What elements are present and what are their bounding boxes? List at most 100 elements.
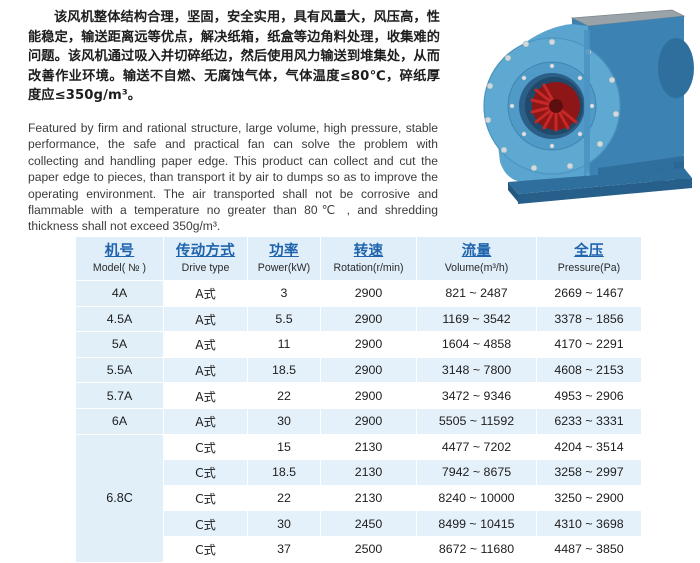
cell-drive-type: A式 xyxy=(163,331,248,358)
cell-rotation: 2900 xyxy=(320,305,417,333)
cell-pressure: 3258 ~ 2997 xyxy=(536,459,642,486)
cell-rotation: 2900 xyxy=(320,407,417,435)
cell-drive-type: C式 xyxy=(163,484,248,512)
fan-illustration-svg xyxy=(483,9,694,204)
cell-drive-type: C式 xyxy=(163,459,248,486)
table-row: 5.5A A式 18.5 2900 3148 ~ 7800 4608 ~ 2153 xyxy=(75,356,642,384)
column-header-rotation: 转速 Rotation(r/min) xyxy=(320,236,417,281)
column-header-volume-cn: 流量 xyxy=(461,242,492,259)
cell-volume: 8240 ~ 10000 xyxy=(416,484,537,512)
table-header-row: 机号 Model( № ) 传动方式 Drive type 功率 Power(k… xyxy=(75,236,642,281)
description-paragraph-chinese: 该风机整体结构合理，坚固，安全实用，具有风量大，风压高，性能稳定，输送距离远等优… xyxy=(28,10,440,104)
cell-rotation: 2130 xyxy=(320,484,417,512)
cell-model: 5A xyxy=(75,331,164,358)
cell-power: 5.5 xyxy=(247,305,321,333)
cell-pressure: 6233 ~ 3331 xyxy=(536,407,642,435)
column-header-model: 机号 Model( № ) xyxy=(75,236,164,281)
column-header-power-cn: 功率 xyxy=(269,242,299,259)
column-header-pressure: 全压 Pressure(Pa) xyxy=(536,236,642,281)
table-row: 4A A式 3 2900 821 ~ 2487 2669 ~ 1467 xyxy=(75,280,642,307)
table-body: 4A A式 3 2900 821 ~ 2487 2669 ~ 1467 4.5A A式 5.5 2… xyxy=(75,280,642,563)
description-text-block: 该风机整体结构合理，坚固，安全实用，具有风量大，风压高，性能稳定，输送距离远等优… xyxy=(28,8,440,233)
cell-rotation: 2900 xyxy=(320,331,417,358)
cell-pressure: 3250 ~ 2900 xyxy=(536,484,642,512)
table-row: 6A A式 30 2900 5505 ~ 11592 6233 ~ 3331 xyxy=(75,407,642,435)
cell-pressure: 4487 ~ 3850 xyxy=(536,535,642,563)
intro-section: 该风机整体结构合理，坚固，安全实用，具有风量大，风压高，性能稳定，输送距离远等优… xyxy=(0,0,700,233)
table-row: 5.7A A式 22 2900 3472 ~ 9346 4953 ~ 2906 xyxy=(75,382,642,409)
cell-model-merged: 6.8C xyxy=(75,433,164,563)
table-row: 5A A式 11 2900 1604 ~ 4858 4170 ~ 2291 xyxy=(75,331,642,358)
specification-table: 机号 Model( № ) 传动方式 Drive type 功率 Power(k… xyxy=(75,236,642,563)
table-header: 机号 Model( № ) 传动方式 Drive type 功率 Power(k… xyxy=(75,236,642,281)
cell-rotation: 2900 xyxy=(320,382,417,409)
description-paragraph-english: Featured by firm and rational structure,… xyxy=(28,121,438,234)
cell-pressure: 4204 ~ 3514 xyxy=(536,433,642,461)
column-header-volume-en: Volume(m³/h) xyxy=(444,261,509,274)
column-header-rotation-en: Rotation(r/min) xyxy=(333,261,404,274)
cell-drive-type: C式 xyxy=(163,433,248,461)
cell-pressure: 4310 ~ 3698 xyxy=(536,510,642,537)
cell-volume: 3148 ~ 7800 xyxy=(416,356,537,384)
cell-drive-type: C式 xyxy=(163,535,248,563)
cell-pressure: 4953 ~ 2906 xyxy=(536,382,642,409)
cell-drive-type: A式 xyxy=(163,280,248,307)
table-row: C式 18.5 2130 7942 ~ 8675 3258 ~ 2997 xyxy=(76,459,642,486)
cell-power: 30 xyxy=(247,407,321,435)
cell-drive-type: A式 xyxy=(163,382,248,409)
cell-volume: 1604 ~ 4858 xyxy=(416,331,537,358)
column-header-drive-type-cn: 传动方式 xyxy=(175,242,236,259)
column-header-power-en: Power(kW) xyxy=(257,261,311,274)
cell-power: 11 xyxy=(247,331,321,358)
cell-power: 15 xyxy=(247,433,321,461)
cell-pressure: 2669 ~ 1467 xyxy=(536,280,642,307)
cell-volume: 1169 ~ 3542 xyxy=(416,305,537,333)
cell-volume: 7942 ~ 8675 xyxy=(416,459,537,486)
cell-rotation: 2500 xyxy=(320,535,417,563)
cell-volume: 8672 ~ 11680 xyxy=(416,535,537,563)
cell-drive-type: A式 xyxy=(163,407,248,435)
cell-power: 22 xyxy=(247,382,321,409)
cell-volume: 5505 ~ 11592 xyxy=(416,407,537,435)
column-header-model-en: Model( № ) xyxy=(92,261,147,274)
specification-table-container: 机号 Model( № ) 传动方式 Drive type 功率 Power(k… xyxy=(75,236,642,563)
cell-drive-type: A式 xyxy=(163,305,248,333)
cell-power: 22 xyxy=(247,484,321,512)
cell-volume: 3472 ~ 9346 xyxy=(416,382,537,409)
cell-power: 30 xyxy=(247,510,321,537)
cell-power: 18.5 xyxy=(247,356,321,384)
column-header-model-cn: 机号 xyxy=(104,242,135,259)
cell-volume: 4477 ~ 7202 xyxy=(416,433,537,461)
cell-model: 5.7A xyxy=(75,382,164,409)
column-header-power: 功率 Power(kW) xyxy=(247,236,321,281)
cell-pressure: 4170 ~ 2291 xyxy=(536,331,642,358)
column-header-volume: 流量 Volume(m³/h) xyxy=(416,236,537,281)
cell-rotation: 2130 xyxy=(320,459,417,486)
cell-volume: 821 ~ 2487 xyxy=(416,280,537,307)
cell-model: 5.5A xyxy=(75,356,164,384)
cell-power: 3 xyxy=(247,280,321,307)
table-row: C式 30 2450 8499 ~ 10415 4310 ~ 3698 xyxy=(76,510,642,537)
cell-model: 4A xyxy=(75,280,164,307)
table-row: 6.8C C式 15 2130 4477 ~ 7202 4204 ~ 3514 xyxy=(75,433,642,563)
cell-power: 37 xyxy=(247,535,321,563)
cell-drive-type: A式 xyxy=(163,356,248,384)
column-header-pressure-cn: 全压 xyxy=(574,242,604,259)
cell-model: 6A xyxy=(75,407,164,435)
table-row: C式 22 2130 8240 ~ 10000 3250 ~ 2900 xyxy=(76,484,642,512)
table-row: 4.5A A式 5.5 2900 1169 ~ 3542 3378 ~ 1856 xyxy=(75,305,642,333)
product-photo-centrifugal-fan xyxy=(448,2,696,214)
column-header-pressure-en: Pressure(Pa) xyxy=(557,261,621,274)
cell-rotation: 2130 xyxy=(320,433,417,461)
cell-pressure: 4608 ~ 2153 xyxy=(536,356,642,384)
cell-rotation: 2900 xyxy=(320,280,417,307)
cell-drive-type: C式 xyxy=(163,510,248,537)
impeller-blades xyxy=(530,82,580,132)
column-header-rotation-cn: 转速 xyxy=(353,242,384,259)
cell-pressure: 3378 ~ 1856 xyxy=(536,305,642,333)
cell-volume: 8499 ~ 10415 xyxy=(416,510,537,537)
cell-rotation: 2450 xyxy=(320,510,417,537)
column-header-drive-type-en: Drive type xyxy=(181,261,230,274)
column-header-drive-type: 传动方式 Drive type xyxy=(163,236,248,281)
cell-power: 18.5 xyxy=(247,459,321,486)
